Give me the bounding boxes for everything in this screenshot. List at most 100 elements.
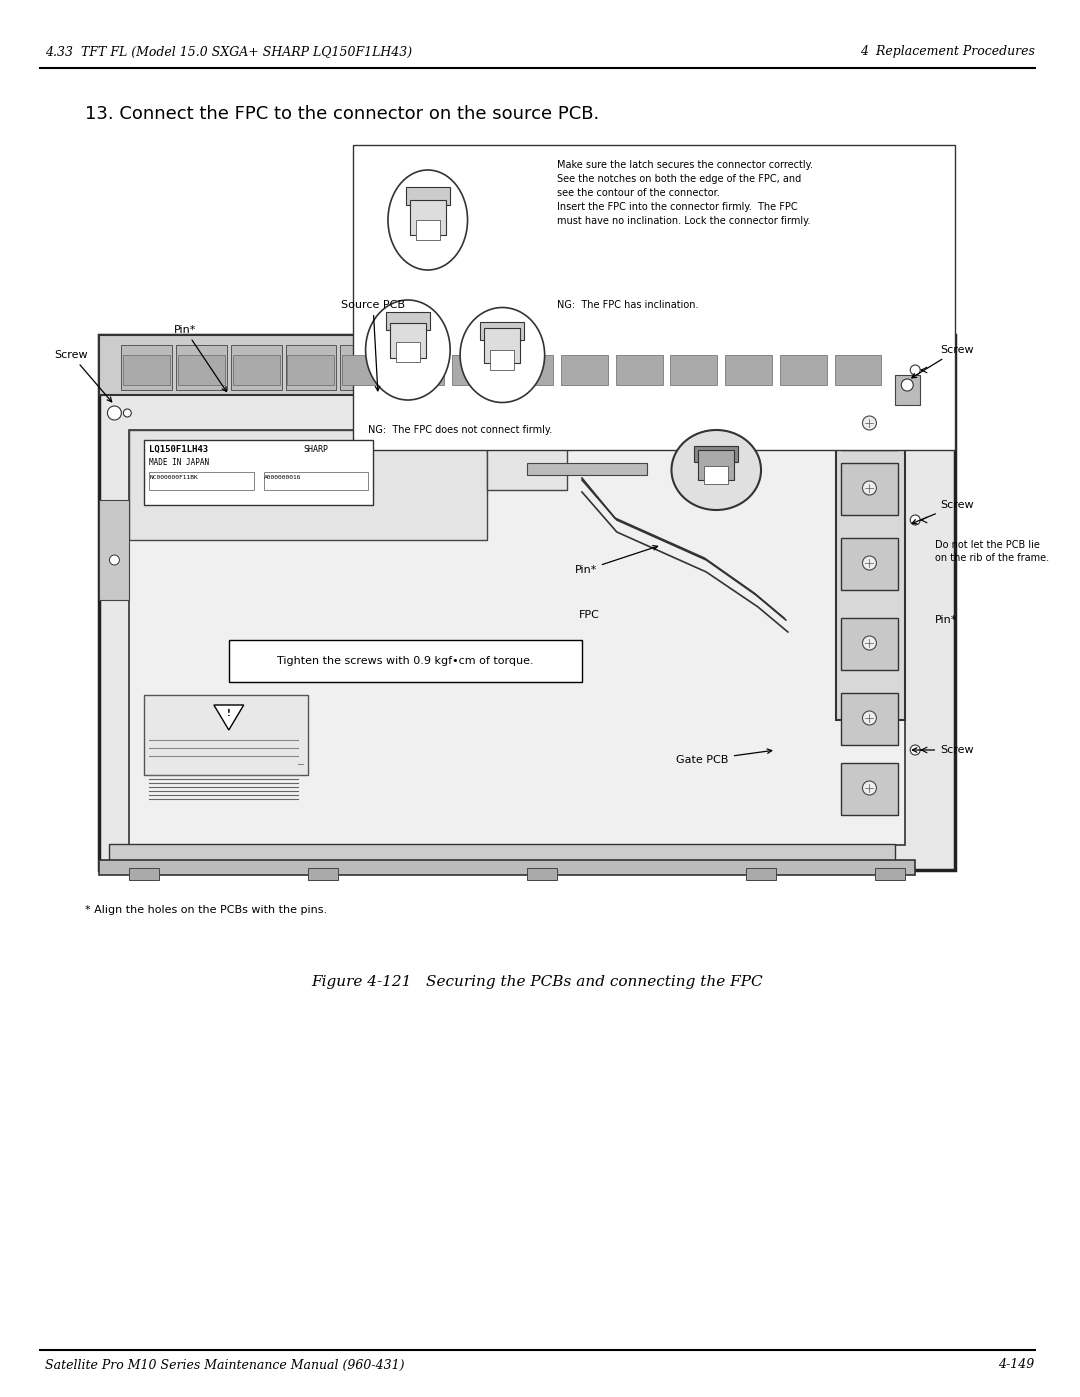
Bar (130, 430, 905, 845)
Bar (406, 187, 449, 205)
Circle shape (107, 407, 121, 420)
Bar (449, 345, 500, 390)
Bar (746, 868, 775, 880)
Text: Screw: Screw (913, 745, 974, 754)
Bar (409, 200, 446, 235)
Circle shape (109, 555, 120, 564)
Circle shape (863, 556, 876, 570)
Ellipse shape (460, 307, 544, 402)
Bar (451, 355, 498, 386)
Bar (99, 861, 915, 875)
Bar (876, 868, 905, 880)
Bar (840, 462, 899, 515)
Text: MADE IN JAPAN: MADE IN JAPAN (149, 458, 210, 467)
Bar (613, 345, 664, 390)
Bar (121, 345, 172, 390)
Text: 4-149: 4-149 (998, 1358, 1035, 1372)
Bar (780, 355, 826, 386)
Bar (527, 868, 557, 880)
Bar (340, 345, 391, 390)
Ellipse shape (388, 170, 468, 270)
Bar (395, 345, 446, 390)
Text: Figure 4-121   Securing the PCBs and connecting the FPC: Figure 4-121 Securing the PCBs and conne… (311, 975, 762, 989)
Circle shape (123, 409, 132, 416)
Bar (145, 440, 373, 504)
Bar (507, 355, 553, 386)
Bar (416, 219, 440, 240)
Bar (562, 355, 608, 386)
Text: NC000000F11BK: NC000000F11BK (149, 475, 198, 481)
Circle shape (863, 481, 876, 495)
Polygon shape (214, 705, 244, 731)
Bar (895, 374, 920, 405)
Bar (397, 355, 444, 386)
Bar (353, 145, 955, 450)
Bar (99, 335, 955, 870)
Text: 13. Connect the FPC to the connector on the source PCB.: 13. Connect the FPC to the connector on … (84, 105, 598, 123)
Bar (778, 345, 828, 390)
Bar (481, 321, 524, 339)
Bar (390, 323, 426, 358)
Bar (386, 312, 430, 330)
Text: Satellite Pro M10 Series Maintenance Manual (960-431): Satellite Pro M10 Series Maintenance Man… (44, 1358, 404, 1372)
Bar (725, 355, 772, 386)
Bar (504, 345, 555, 390)
Bar (130, 430, 487, 541)
Bar (840, 538, 899, 590)
Bar (149, 472, 254, 490)
Text: Source PCB: Source PCB (341, 300, 405, 391)
Text: Gate PCB: Gate PCB (676, 749, 772, 766)
Bar (840, 763, 899, 814)
Bar (342, 355, 389, 386)
Bar (704, 467, 728, 483)
Circle shape (910, 515, 920, 525)
Bar (669, 345, 719, 390)
Text: Make sure the latch secures the connector correctly.
See the notches on both the: Make sure the latch secures the connecto… (557, 161, 813, 226)
Circle shape (910, 365, 920, 374)
Text: * Align the holes on the PCBs with the pins.: * Align the holes on the PCBs with the p… (84, 905, 326, 915)
Text: 4  Replacement Procedures: 4 Replacement Procedures (860, 46, 1035, 59)
Bar (671, 355, 717, 386)
Circle shape (910, 745, 920, 754)
Text: Pin*: Pin* (935, 615, 958, 624)
Text: Pin*: Pin* (575, 546, 658, 576)
Bar (229, 640, 582, 682)
Text: Pin*: Pin* (174, 326, 227, 391)
Bar (145, 694, 309, 775)
Bar (833, 345, 883, 390)
Bar (527, 462, 647, 475)
Bar (285, 345, 336, 390)
Bar (840, 398, 899, 450)
Bar (396, 342, 420, 362)
Bar (231, 345, 282, 390)
Bar (109, 844, 895, 862)
Bar (176, 345, 227, 390)
Bar (490, 351, 514, 370)
Bar (123, 355, 171, 386)
Text: SHARP: SHARP (303, 446, 328, 454)
Circle shape (863, 711, 876, 725)
Text: Screw: Screw (55, 351, 111, 402)
Ellipse shape (672, 430, 761, 510)
Bar (616, 355, 662, 386)
Bar (287, 355, 334, 386)
Bar (699, 450, 734, 481)
Circle shape (902, 379, 914, 391)
Bar (886, 339, 935, 400)
Text: LQ150F1LH43: LQ150F1LH43 (149, 446, 208, 454)
Text: Do not let the PCB lie
on the rib of the frame.: Do not let the PCB lie on the rib of the… (935, 541, 1050, 563)
Text: Tighten the screws with 0.9 kgf•cm of torque.: Tighten the screws with 0.9 kgf•cm of to… (278, 657, 534, 666)
Bar (840, 617, 899, 671)
Bar (835, 355, 881, 386)
Text: Screw: Screw (912, 345, 974, 377)
Text: !: ! (227, 710, 231, 718)
Text: NG:  The FPC does not connect firmly.: NG: The FPC does not connect firmly. (368, 425, 552, 434)
Bar (99, 335, 905, 395)
Circle shape (863, 636, 876, 650)
Circle shape (863, 781, 876, 795)
Bar (264, 472, 368, 490)
Text: A000000016: A000000016 (264, 475, 301, 481)
Bar (233, 355, 280, 386)
Text: Screw: Screw (913, 500, 974, 524)
Bar (559, 345, 610, 390)
